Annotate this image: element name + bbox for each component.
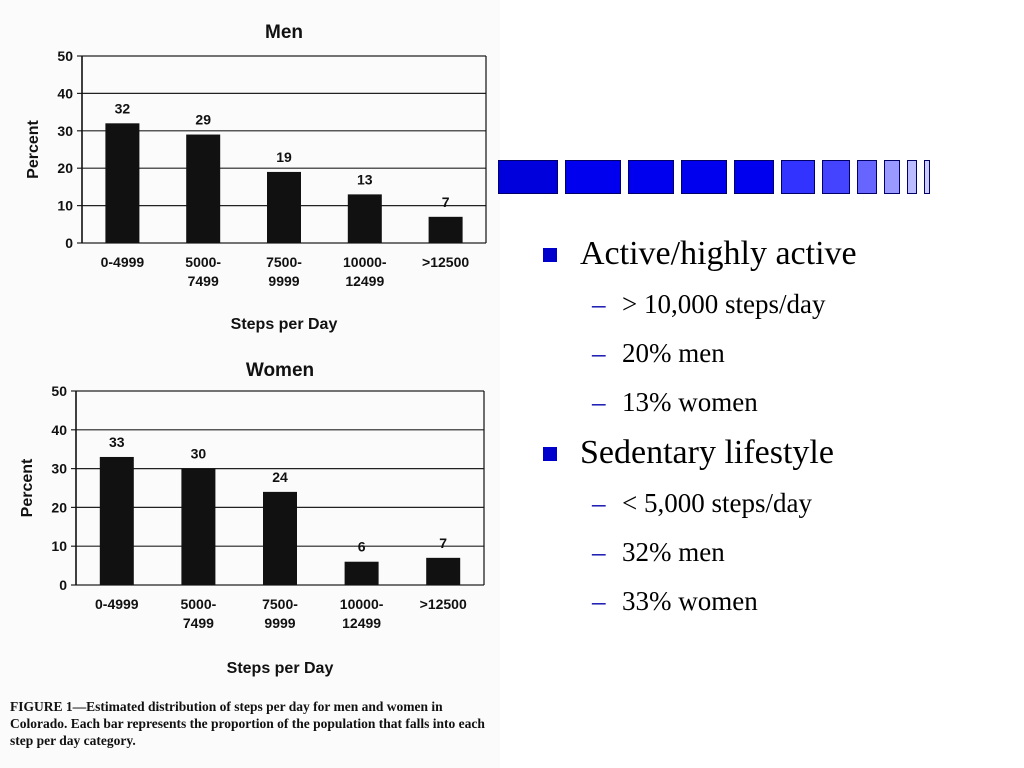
decorative-square	[565, 160, 621, 194]
x-category-label: 10000-12499	[340, 596, 384, 631]
caption-text: —Estimated distribution of steps per day…	[10, 699, 485, 748]
decorative-square	[498, 160, 558, 194]
bullet-group-active: Active/highly active – > 10,000 steps/day…	[540, 232, 1010, 427]
decorative-square	[781, 160, 815, 194]
x-category-label: 7500-9999	[266, 254, 302, 289]
bar	[428, 216, 463, 243]
bar	[347, 194, 382, 243]
bar-value-label: 7	[439, 535, 447, 551]
decorative-square	[734, 160, 774, 194]
y-tick-label: 30	[51, 461, 67, 477]
dash-icon: –	[592, 387, 606, 417]
sub-bullet-item: –33% women	[540, 577, 1010, 626]
y-tick-label: 0	[65, 235, 73, 251]
decorative-square	[884, 160, 900, 194]
y-tick-label: 30	[57, 123, 73, 139]
chart-title: Men	[265, 22, 303, 43]
y-tick-label: 50	[57, 48, 73, 64]
decorative-square	[628, 160, 674, 194]
bar	[426, 557, 461, 585]
bar	[267, 171, 301, 243]
bar	[186, 134, 221, 243]
y-tick-label: 40	[51, 422, 67, 438]
x-category-label: 10000-12499	[343, 254, 387, 289]
dash-icon: –	[592, 586, 606, 616]
women-bar-chart: Women 0 10 20 30 40 50 Percent 33 0-4999 30 5000-74…	[19, 360, 485, 677]
x-category-label: >12500	[422, 254, 469, 270]
bar-value-label: 13	[357, 171, 373, 187]
square-bullet-icon	[543, 248, 557, 262]
x-category-label: 0-4999	[101, 254, 145, 270]
sub-bullet-item: –32% men	[540, 528, 1010, 577]
bar	[263, 491, 297, 585]
y-tick-label: 40	[57, 85, 73, 101]
bullet-item: Sedentary lifestyle	[540, 431, 1010, 475]
bullet-group-sedentary: Sedentary lifestyle – < 5,000 steps/day –…	[540, 431, 1010, 626]
x-category-label: 5000-7499	[180, 596, 216, 631]
y-tick-label: 20	[51, 499, 67, 515]
bar	[99, 456, 134, 585]
square-bullet-icon	[543, 447, 557, 461]
sub-bullet-item: –13% women	[540, 378, 1010, 427]
sub-bullet-item: – > 10,000 steps/day	[540, 280, 1010, 329]
y-tick-label: 20	[57, 160, 73, 176]
bar-value-label: 7	[442, 194, 450, 210]
dash-icon: –	[592, 488, 606, 518]
bullet-list: Active/highly active – > 10,000 steps/day…	[540, 232, 1010, 630]
decorative-square	[857, 160, 877, 194]
sub-bullet-item: –20% men	[540, 329, 1010, 378]
decorative-square-strip	[498, 160, 943, 194]
y-tick-label: 10	[57, 198, 73, 214]
y-tick-label: 50	[51, 383, 67, 399]
bar	[105, 123, 140, 243]
men-bar-chart: Men 0 10 20 30 40 50 Percent 32 0-4999 29 5000-7499…	[25, 22, 487, 333]
bar-value-label: 33	[109, 434, 125, 450]
y-tick-label: 0	[59, 577, 67, 593]
caption-label: FIGURE 1	[10, 699, 73, 714]
sub-bullet-item: – < 5,000 steps/day	[540, 479, 1010, 528]
x-category-label: 0-4999	[95, 596, 139, 612]
bar-value-label: 30	[191, 446, 207, 462]
x-category-label: 7500-9999	[262, 596, 298, 631]
dash-icon: –	[592, 338, 606, 368]
bar	[181, 468, 216, 585]
figure-panel: Men 0 10 20 30 40 50 Percent 32 0-4999 29 5000-7499…	[0, 0, 500, 768]
decorative-square	[822, 160, 850, 194]
y-axis-label: Percent	[19, 458, 36, 517]
x-category-label: >12500	[420, 596, 467, 612]
decorative-square	[681, 160, 727, 194]
decorative-square	[907, 160, 917, 194]
x-axis-label: Steps per Day	[231, 316, 338, 333]
bullet-item: Active/highly active	[540, 232, 1010, 276]
y-tick-label: 10	[51, 538, 67, 554]
dash-icon: –	[592, 289, 606, 319]
dash-icon: –	[592, 537, 606, 567]
y-axis-label: Percent	[25, 119, 42, 178]
decorative-square	[924, 160, 930, 194]
bar-value-label: 6	[358, 539, 366, 555]
bar	[344, 561, 379, 585]
x-category-label: 5000-7499	[185, 254, 221, 289]
chart-title: Women	[246, 360, 314, 381]
bar-value-label: 19	[276, 149, 292, 165]
figure-caption: FIGURE 1—Estimated distribution of steps…	[10, 698, 490, 749]
bar-value-label: 32	[115, 100, 131, 116]
x-axis-label: Steps per Day	[227, 660, 334, 677]
bar-value-label: 29	[195, 112, 211, 128]
bar-value-label: 24	[272, 469, 288, 485]
